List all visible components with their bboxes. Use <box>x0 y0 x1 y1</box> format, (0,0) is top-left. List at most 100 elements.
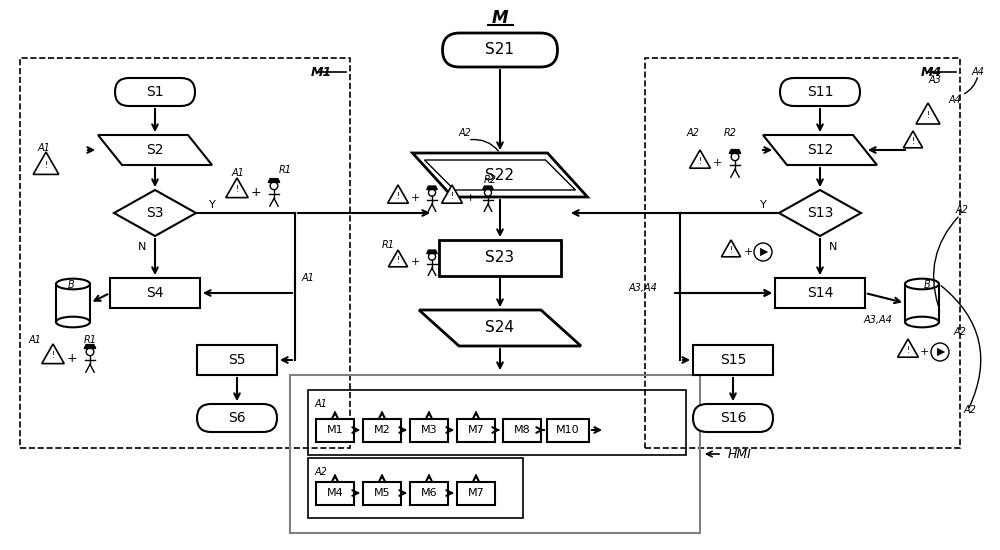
Text: !: ! <box>926 111 930 120</box>
Text: A4: A4 <box>949 95 961 105</box>
Bar <box>547 419 589 442</box>
Text: S14: S14 <box>807 286 833 300</box>
Bar <box>110 278 200 308</box>
Circle shape <box>428 253 436 260</box>
Text: M6: M6 <box>421 488 437 498</box>
Text: M1: M1 <box>327 425 343 435</box>
Ellipse shape <box>56 317 90 327</box>
Text: A1: A1 <box>315 399 327 409</box>
Text: A2: A2 <box>459 128 471 138</box>
Text: A1: A1 <box>232 168 244 178</box>
Text: S23: S23 <box>485 250 515 266</box>
Text: R2: R2 <box>724 128 736 138</box>
Text: A1: A1 <box>29 335 41 345</box>
Text: !: ! <box>51 351 55 360</box>
Text: R1: R1 <box>278 165 292 175</box>
Polygon shape <box>916 103 940 124</box>
Polygon shape <box>427 250 437 254</box>
Text: M7: M7 <box>468 425 484 435</box>
Bar <box>775 278 865 308</box>
Circle shape <box>86 348 94 356</box>
Bar <box>457 481 495 504</box>
Text: A2: A2 <box>954 327 966 337</box>
Text: A3: A3 <box>929 75 941 85</box>
Text: M4: M4 <box>921 66 942 79</box>
Text: A4: A4 <box>972 67 984 77</box>
Text: M1: M1 <box>311 66 332 79</box>
FancyBboxPatch shape <box>693 404 773 432</box>
Text: S5: S5 <box>228 353 246 367</box>
Ellipse shape <box>905 317 939 327</box>
Bar <box>290 375 700 533</box>
Bar <box>316 419 354 442</box>
Polygon shape <box>763 135 877 165</box>
Polygon shape <box>779 190 861 236</box>
Text: !: ! <box>729 246 733 255</box>
Text: A1: A1 <box>38 143 50 153</box>
Text: !: ! <box>450 191 454 201</box>
Text: S24: S24 <box>486 321 514 336</box>
Text: A2: A2 <box>315 467 327 477</box>
Text: A3,A4: A3,A4 <box>864 315 892 325</box>
Polygon shape <box>98 135 212 165</box>
Text: M: M <box>492 9 508 27</box>
Text: R1: R1 <box>382 240 394 250</box>
Polygon shape <box>413 153 588 197</box>
Bar <box>503 419 541 442</box>
Text: !: ! <box>911 137 915 146</box>
Text: S1: S1 <box>146 85 164 99</box>
Text: A3,A4: A3,A4 <box>629 283 657 293</box>
FancyBboxPatch shape <box>780 78 860 106</box>
Text: !: ! <box>396 191 400 201</box>
Circle shape <box>270 182 278 190</box>
Text: !: ! <box>906 345 910 355</box>
Text: S3: S3 <box>146 206 164 220</box>
Bar <box>410 419 448 442</box>
Text: M3: M3 <box>421 425 437 435</box>
Text: M10: M10 <box>556 425 580 435</box>
Text: S6: S6 <box>228 411 246 425</box>
Polygon shape <box>427 186 437 190</box>
Text: M2: M2 <box>374 425 390 435</box>
Text: S13: S13 <box>807 206 833 220</box>
FancyBboxPatch shape <box>442 33 558 67</box>
Text: !: ! <box>396 256 400 265</box>
Bar <box>316 481 354 504</box>
Text: A2: A2 <box>956 205 968 215</box>
Text: A2: A2 <box>687 128 699 138</box>
Text: +: + <box>919 347 929 357</box>
Text: +: + <box>251 185 261 199</box>
Text: S2: S2 <box>146 143 164 157</box>
Polygon shape <box>419 310 581 346</box>
Polygon shape <box>690 150 710 168</box>
Text: +: + <box>67 351 77 365</box>
Polygon shape <box>42 344 64 364</box>
Polygon shape <box>84 345 96 349</box>
Text: +: + <box>743 247 753 257</box>
Text: S11: S11 <box>807 85 833 99</box>
Polygon shape <box>760 249 768 256</box>
Polygon shape <box>33 152 59 174</box>
Text: S4: S4 <box>146 286 164 300</box>
Text: B: B <box>68 280 74 290</box>
Text: +: + <box>410 257 420 267</box>
Circle shape <box>754 243 772 261</box>
FancyBboxPatch shape <box>115 78 195 106</box>
Polygon shape <box>388 250 408 267</box>
Polygon shape <box>903 131 923 148</box>
Text: S22: S22 <box>486 168 514 183</box>
Text: M8: M8 <box>514 425 530 435</box>
Text: A1: A1 <box>302 273 314 283</box>
Bar <box>308 458 523 518</box>
Text: A2: A2 <box>964 405 976 415</box>
Bar <box>56 284 90 322</box>
Polygon shape <box>483 186 493 190</box>
Text: +: + <box>465 193 475 203</box>
Text: M5: M5 <box>374 488 390 498</box>
Text: HMI: HMI <box>728 448 752 460</box>
Polygon shape <box>721 240 741 257</box>
Text: M4: M4 <box>327 488 343 498</box>
Text: M7: M7 <box>468 488 484 498</box>
Ellipse shape <box>56 279 90 289</box>
Text: N: N <box>138 242 146 252</box>
